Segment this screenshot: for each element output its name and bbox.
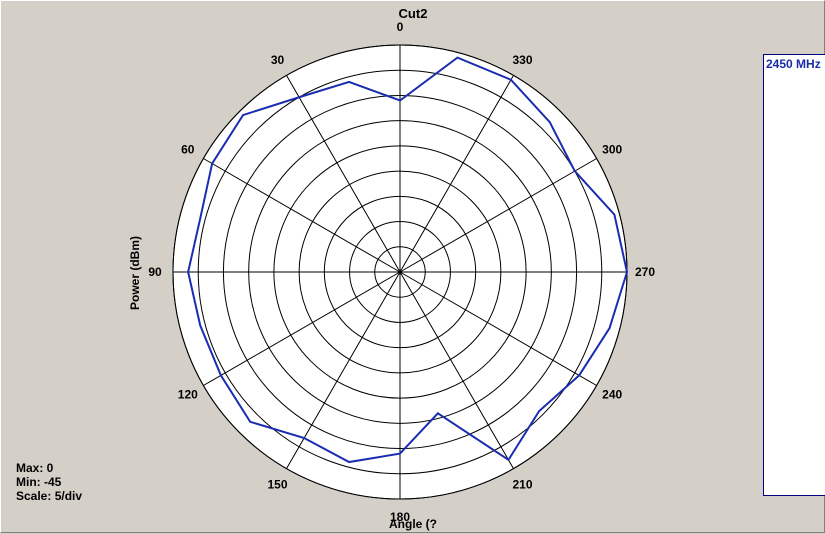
stat-max: Max: 0: [16, 461, 54, 475]
angle-tick-label: 0: [397, 20, 404, 34]
grid-spoke: [286, 75, 401, 273]
angle-tick-label: 180: [390, 510, 410, 524]
grid-spoke: [399, 271, 514, 469]
grid-spoke: [399, 158, 597, 273]
angle-tick-label: 240: [602, 388, 622, 402]
angle-tick-label: 90: [148, 265, 162, 279]
angle-tick-label: 30: [271, 53, 285, 67]
angle-tick-label: 330: [512, 53, 532, 67]
grid-spoke: [399, 271, 597, 386]
legend-entry-2450mhz: 2450 MHz: [766, 57, 821, 71]
angle-tick-label: 270: [635, 265, 655, 279]
stats-panel: Max: 0 Min: -45 Scale: 5/div: [16, 461, 82, 503]
grid-spoke: [399, 75, 514, 273]
angle-axis-label: Angle (?: [389, 517, 437, 531]
chart-title: Cut2: [399, 6, 428, 21]
stat-min: Min: -45: [16, 475, 62, 489]
series-line-2450mhz: [187, 56, 629, 464]
grid-spoke: [203, 158, 401, 273]
angle-tick-label: 150: [267, 477, 287, 491]
legend: 2450 MHz: [763, 54, 825, 496]
angle-tick-label: 210: [512, 477, 532, 491]
angle-tick-label: 300: [602, 143, 622, 157]
radial-axis-label: Power (dBm): [128, 236, 142, 310]
angle-tick-label: 120: [178, 388, 198, 402]
polar-grid-spokes: [173, 45, 627, 499]
angle-tick-label: 60: [181, 143, 195, 157]
grid-spoke: [203, 271, 401, 386]
grid-spoke: [286, 271, 401, 469]
series-group: [187, 56, 629, 464]
angle-tick-labels: 0 30 60 90 120 150 180 210 240 270 300 330: [148, 20, 655, 524]
stat-scale: Scale: 5/div: [16, 489, 83, 503]
